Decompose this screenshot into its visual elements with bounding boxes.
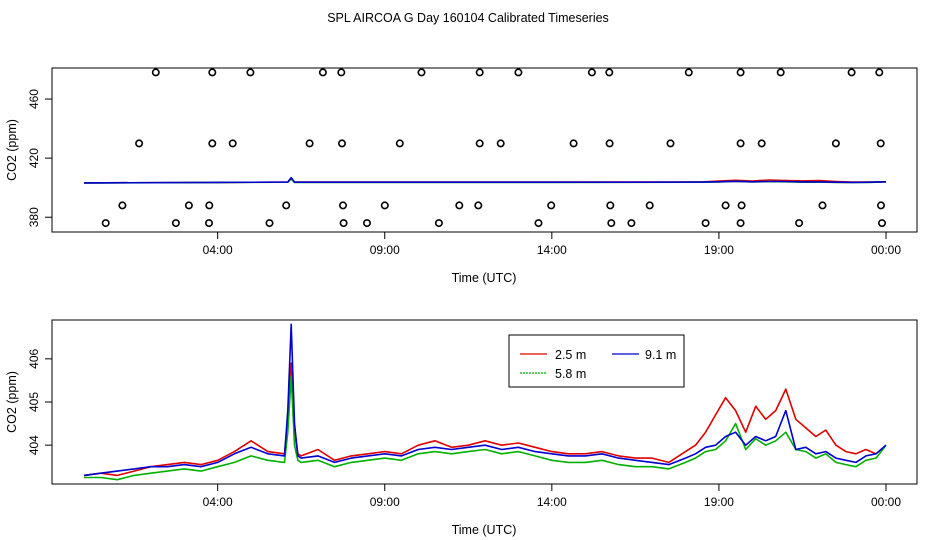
- outlier-point: [701, 219, 710, 228]
- outlier-point: [228, 139, 237, 148]
- outlier-point: [496, 139, 505, 148]
- outlier-point: [338, 201, 347, 210]
- outlier-point: [627, 219, 636, 228]
- outlier-point: [569, 139, 578, 148]
- outlier-point: [776, 68, 785, 77]
- bottom-series-2.5m: [83, 362, 887, 477]
- outlier-point: [118, 201, 127, 210]
- top-x-tick-label: 09:00: [370, 243, 400, 257]
- top-x-tick-label: 00:00: [871, 243, 901, 257]
- outlier-point: [736, 139, 745, 148]
- outlier-point: [246, 68, 255, 77]
- top-x-axis: 04:00 09:00 14:00 19:00 00:00: [203, 231, 901, 257]
- outlier-point: [831, 139, 840, 148]
- outlier-point: [434, 219, 443, 228]
- outlier-point: [587, 68, 596, 77]
- legend-box: [508, 334, 685, 388]
- bottom-panel: 04:00 09:00 14:00 19:00 00:00 404 405 406 Time…: [5, 319, 918, 537]
- bottom-x-tick-label: 14:00: [537, 495, 567, 509]
- outlier-point: [684, 68, 693, 77]
- outlier-point: [265, 219, 274, 228]
- outlier-point: [282, 201, 291, 210]
- outlier-point: [474, 201, 483, 210]
- outlier-point: [795, 219, 804, 228]
- outlier-point: [666, 139, 675, 148]
- outlier-point: [757, 139, 766, 148]
- outlier-point: [737, 201, 746, 210]
- outlier-point: [847, 68, 856, 77]
- outlier-point: [607, 219, 616, 228]
- outlier-point: [184, 201, 193, 210]
- bottom-plot-area: [83, 323, 887, 481]
- legend-label-2.5m: 2.5 m: [555, 348, 586, 362]
- outlier-point: [205, 219, 214, 228]
- outlier-point: [877, 219, 886, 228]
- bottom-y-tick-label: 405: [27, 392, 41, 412]
- legend-label-9.1m: 9.1 m: [645, 348, 676, 362]
- top-y-tick-label: 420: [27, 148, 41, 168]
- top-y-tick-label: 380: [27, 207, 41, 227]
- outlier-point: [534, 219, 543, 228]
- outlier-point: [876, 201, 885, 210]
- outlier-point: [417, 68, 426, 77]
- outlier-point: [514, 68, 523, 77]
- outlier-point: [645, 201, 654, 210]
- bottom-x-tick-label: 09:00: [370, 495, 400, 509]
- outlier-point: [736, 68, 745, 77]
- outlier-point: [818, 201, 827, 210]
- outlier-point: [736, 219, 745, 228]
- bottom-y-axis: 404 405 406: [27, 349, 53, 455]
- top-x-tick-label: 04:00: [203, 243, 233, 257]
- legend: 2.5 m 5.8 m 9.1 m: [508, 334, 685, 388]
- outlier-point: [151, 68, 160, 77]
- outlier-point: [208, 139, 217, 148]
- top-y-axis-label: CO2 (ppm): [5, 119, 19, 181]
- outlier-point: [721, 201, 730, 210]
- outlier-point: [305, 139, 314, 148]
- outlier-point: [135, 139, 144, 148]
- top-y-tick-label: 460: [27, 89, 41, 109]
- outlier-point: [475, 68, 484, 77]
- outlier-point: [605, 68, 614, 77]
- outlier-point: [208, 68, 217, 77]
- bottom-series-9.1m: [83, 323, 887, 477]
- legend-label-5.8m: 5.8 m: [555, 367, 586, 381]
- outlier-point: [605, 139, 614, 148]
- outlier-point: [101, 219, 110, 228]
- outlier-point: [362, 219, 371, 228]
- outlier-point: [337, 139, 346, 148]
- bottom-y-tick-label: 404: [27, 435, 41, 455]
- outlier-point: [876, 139, 885, 148]
- outlier-point: [205, 201, 214, 210]
- outlier-point: [547, 201, 556, 210]
- top-panel: 04:00 09:00 14:00 19:00 00:00 380 420 460 Time…: [5, 67, 918, 285]
- outlier-point: [395, 139, 404, 148]
- bottom-y-tick-label: 406: [27, 349, 41, 369]
- top-x-tick-label: 19:00: [704, 243, 734, 257]
- outlier-point: [318, 68, 327, 77]
- outlier-point: [171, 219, 180, 228]
- bottom-x-axis-label: Time (UTC): [452, 523, 517, 537]
- bottom-x-tick-label: 19:00: [704, 495, 734, 509]
- bottom-x-tick-label: 04:00: [203, 495, 233, 509]
- top-y-axis: 380 420 460: [27, 89, 53, 227]
- bottom-x-tick-label: 00:00: [871, 495, 901, 509]
- outlier-point: [606, 201, 615, 210]
- outlier-point: [337, 68, 346, 77]
- outlier-point: [875, 68, 884, 77]
- top-plot-area: [83, 68, 887, 228]
- outlier-point: [455, 201, 464, 210]
- bottom-y-axis-label: CO2 (ppm): [5, 371, 19, 433]
- outlier-point: [339, 219, 348, 228]
- bottom-x-axis: 04:00 09:00 14:00 19:00 00:00: [203, 483, 901, 509]
- top-series-9.1m: [83, 176, 887, 184]
- bottom-series-5.8m: [84, 375, 887, 481]
- chart-title: SPL AIRCOA G Day 160104 Calibrated Times…: [327, 11, 609, 25]
- outlier-point: [475, 139, 484, 148]
- top-x-axis-label: Time (UTC): [452, 271, 517, 285]
- top-x-tick-label: 14:00: [537, 243, 567, 257]
- outlier-point: [380, 201, 389, 210]
